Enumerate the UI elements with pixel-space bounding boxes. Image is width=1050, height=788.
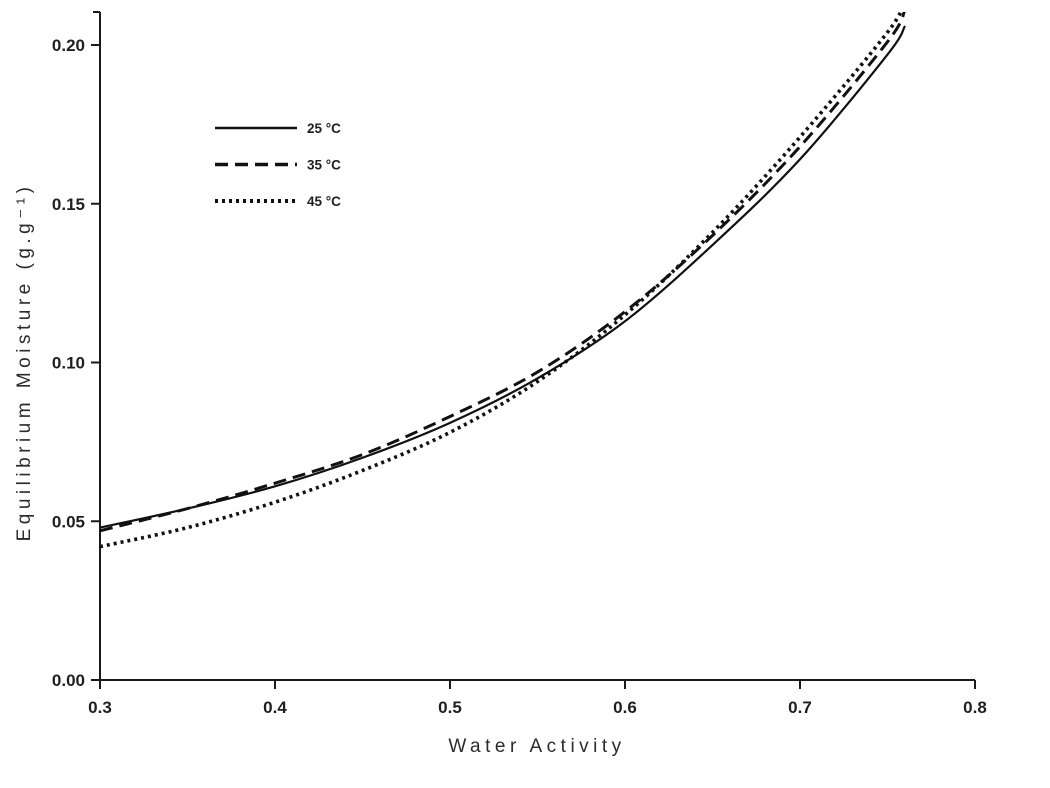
- legend-label: 35 °C: [307, 158, 341, 173]
- axis-lines: [99, 12, 975, 681]
- legend-label: 25 °C: [307, 121, 341, 136]
- series-curves: [100, 12, 906, 549]
- plot-area: 0.3 0.4 0.5 0.6 0.7 0.8 0.00 0.05 0.10 0.15 0.20 25…: [52, 11, 987, 717]
- x-tick-label: 0.4: [263, 698, 287, 717]
- series-curve-dotted: [100, 12, 903, 549]
- tick-labels: 0.3 0.4 0.5 0.6 0.7 0.8 0.00 0.05 0.10 0.15 0.20: [52, 36, 987, 717]
- series-curve-dashed: [100, 12, 906, 533]
- y-tick-label: 0.05: [52, 512, 85, 531]
- x-tick-label: 0.3: [88, 698, 112, 717]
- x-tick-label: 0.7: [788, 698, 812, 717]
- y-tick-label: 0.20: [52, 36, 85, 55]
- y-tick-label: 0.00: [52, 671, 85, 690]
- legend: 25 °C 35 °C 45 °C: [215, 121, 341, 209]
- x-tick-label: 0.6: [613, 698, 637, 717]
- y-axis-title: Equilibrium Moisture (g.g⁻¹): [14, 183, 35, 542]
- y-tick-label: 0.10: [52, 354, 85, 373]
- x-axis-title: Water Activity: [448, 736, 625, 757]
- x-tick-label: 0.5: [438, 698, 462, 717]
- x-tick-label: 0.8: [963, 698, 987, 717]
- axes: [91, 11, 976, 689]
- y-tick-label: 0.15: [52, 195, 85, 214]
- series-curve-solid: [100, 25, 906, 529]
- legend-label: 45 °C: [307, 194, 341, 209]
